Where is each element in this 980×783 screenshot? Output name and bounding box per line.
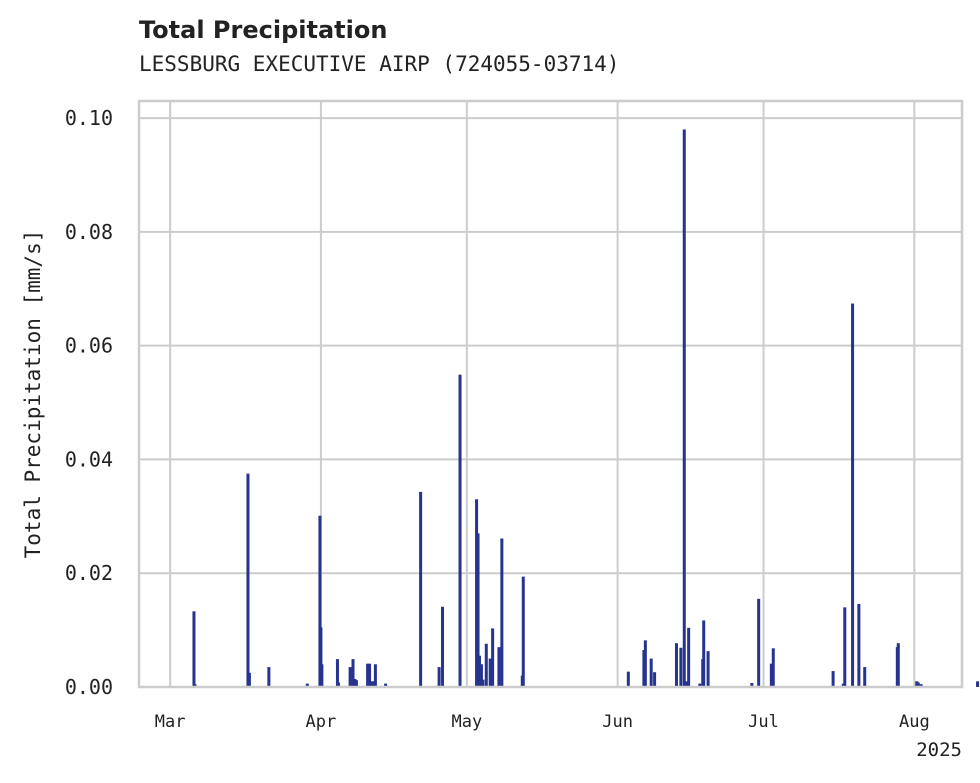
precip-bar: [674, 643, 678, 687]
precip-bar: [687, 627, 691, 687]
precip-bar: [521, 576, 525, 687]
y-tick-label: 0.02: [65, 561, 113, 585]
y-tick-label: 0.04: [65, 447, 113, 471]
precip-bar: [649, 658, 653, 687]
precip-bar: [476, 533, 480, 687]
precip-bar: [318, 515, 322, 687]
precip-bar: [702, 620, 706, 687]
precip-bar: [843, 607, 847, 687]
x-tick-label: Jul: [748, 712, 779, 732]
precip-bar: [419, 491, 423, 687]
x-tick-label: May: [451, 712, 482, 732]
y-axis-ticks: 0.00 0.02 0.04 0.06 0.08 0.10: [65, 106, 113, 699]
precip-bar: [863, 667, 867, 687]
precip-bar: [370, 681, 374, 687]
precip-bar: [698, 683, 702, 687]
y-tick-label: 0.00: [65, 675, 113, 699]
precip-bar: [706, 651, 710, 687]
bars: [192, 129, 980, 687]
precip-bar: [750, 683, 754, 687]
precip-bar: [491, 628, 495, 687]
precip-bar: [246, 473, 250, 687]
precip-bar: [319, 627, 323, 687]
precip-bar: [368, 663, 372, 687]
precip-bar: [771, 648, 775, 687]
year-label: 2025: [916, 739, 962, 761]
precip-bar: [192, 611, 196, 687]
precip-bar: [320, 664, 324, 687]
precip-bar: [458, 374, 462, 687]
precip-bar: [441, 606, 445, 687]
precip-bar: [305, 683, 309, 687]
precip-bar: [976, 681, 980, 687]
x-tick-label: Aug: [899, 712, 930, 732]
precip-bar: [484, 643, 488, 687]
precip-bar: [757, 598, 761, 687]
x-tick-label: Apr: [306, 712, 337, 732]
precip-bar: [685, 681, 689, 687]
plot-frame: [137, 99, 964, 689]
y-axis-label: Total Precipitation [mm/s]: [21, 230, 45, 559]
precip-bar: [479, 664, 483, 687]
precip-bar: [831, 671, 835, 687]
grid: [139, 101, 962, 688]
x-tick-label: Jun: [602, 712, 633, 732]
y-tick-label: 0.06: [65, 334, 113, 358]
chart-title: Total Precipitation: [139, 16, 388, 44]
precip-bar: [916, 682, 920, 687]
precip-bar: [354, 680, 358, 687]
precip-bar: [488, 658, 492, 687]
precip-bar: [373, 664, 377, 687]
precip-bar: [896, 643, 900, 687]
precip-bar: [193, 684, 197, 687]
precip-bar: [351, 659, 355, 687]
precip-bar: [267, 667, 271, 687]
precip-bar: [384, 683, 388, 687]
precip-bar: [653, 672, 657, 687]
precip-bar: [336, 682, 340, 687]
precip-bar: [247, 672, 251, 687]
precip-bar: [857, 603, 861, 687]
precip-bar: [500, 538, 504, 687]
precip-bar: [348, 667, 352, 687]
precip-bar: [626, 671, 630, 687]
y-tick-label: 0.08: [65, 220, 113, 244]
precip-bar: [437, 667, 441, 687]
chart-subtitle: LESSBURG EXECUTIVE AIRP (724055-03714): [139, 52, 620, 76]
precip-bar: [643, 640, 647, 687]
x-axis-ticks: Mar Apr May Jun Jul Aug: [155, 712, 930, 732]
precip-bar: [497, 647, 501, 687]
precip-bar: [679, 647, 683, 687]
precip-bar: [366, 663, 370, 687]
y-tick-label: 0.10: [65, 106, 113, 130]
precip-bar: [919, 684, 923, 687]
precip-bar: [335, 659, 339, 687]
precip-bar: [477, 655, 481, 687]
precip-bar: [481, 679, 485, 687]
precip-bar: [851, 303, 855, 687]
x-tick-label: Mar: [155, 712, 186, 732]
precip-bar: [682, 129, 686, 687]
